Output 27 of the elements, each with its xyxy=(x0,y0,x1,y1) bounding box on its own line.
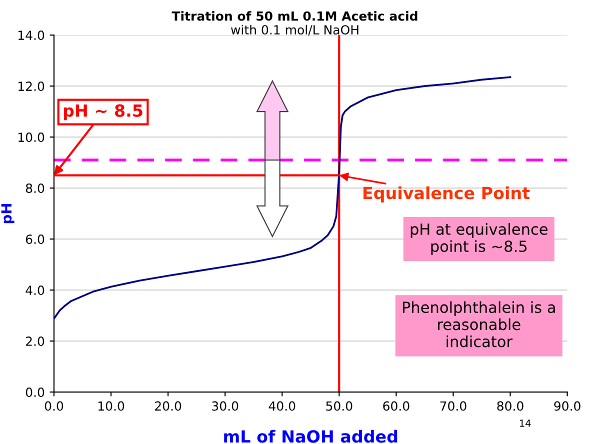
x-tick-label: 0.0 xyxy=(44,401,64,411)
y-tick-label: 14.0 xyxy=(18,30,44,40)
x-tick-label: 60.0 xyxy=(383,401,410,411)
x-tick-label: 90.0 xyxy=(554,401,580,411)
x-tick-label: 10.0 xyxy=(98,401,124,411)
chart-title: Titration of 50 mL 0.1M Acetic acid xyxy=(172,11,418,21)
y-tick-label: 10.0 xyxy=(18,132,44,142)
y-tick-label: 0.0 xyxy=(26,388,44,397)
annotation: Phenolphthalein is a reasonable indicator xyxy=(402,301,555,348)
text: 14 xyxy=(520,420,531,427)
y-tick-label: 12.0 xyxy=(18,82,44,91)
y-axis-title: pH xyxy=(1,204,14,224)
y-tick-label: 8.0 xyxy=(26,184,44,193)
x-axis-title: mL of NaOH added xyxy=(224,430,398,443)
y-tick-label: 4.0 xyxy=(26,286,44,295)
y-tick-label: 6.0 xyxy=(26,234,44,244)
x-tick-label: 80.0 xyxy=(497,401,524,411)
annotation: Equivalence Point xyxy=(363,186,530,203)
chart-subtitle: with 0.1 mol/L NaOH xyxy=(231,24,358,36)
x-tick-label: 30.0 xyxy=(212,401,238,411)
y-tick-label: 2.0 xyxy=(26,336,44,346)
x-tick-label: 50.0 xyxy=(326,401,352,411)
x-tick-label: 70.0 xyxy=(440,401,466,411)
annotation: pH at equivalence point is ~8.5 xyxy=(410,223,548,256)
x-tick-label: 20.0 xyxy=(155,401,182,411)
x-tick-label: 40.0 xyxy=(268,401,296,411)
annotation: pH ~ 8.5 xyxy=(64,104,142,120)
